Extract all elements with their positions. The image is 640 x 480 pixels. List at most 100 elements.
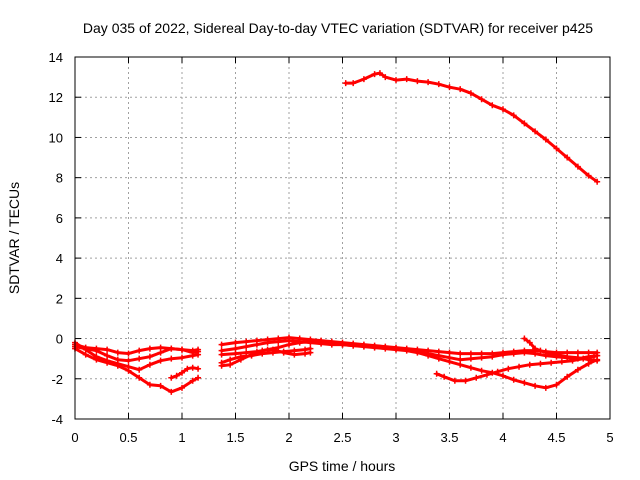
data-point [537, 360, 544, 367]
data-point [478, 96, 485, 103]
data-point [195, 374, 202, 381]
data-point [548, 359, 555, 366]
data-point [237, 353, 244, 360]
data-point [104, 352, 111, 359]
series-high-arc [344, 71, 599, 184]
data-point [526, 361, 533, 368]
plot-frame [74, 56, 611, 420]
data-point [218, 341, 225, 348]
data-point [500, 106, 506, 113]
data-point [467, 350, 474, 357]
data-point [227, 356, 234, 363]
data-point [403, 76, 410, 83]
data-point [195, 365, 202, 372]
y-tick-label: 10 [49, 130, 63, 145]
data-point [489, 353, 496, 360]
y-tick-label: 0 [56, 332, 63, 347]
x-tick-label: 0 [71, 430, 78, 445]
y-tick-label: 14 [49, 50, 63, 65]
data-point [553, 351, 560, 358]
x-tick-labels: 0 0.5 1 1.5 2 2.5 3 3.5 4 4.5 5 [71, 430, 613, 445]
data-point [532, 350, 539, 357]
data-point [342, 80, 349, 87]
data-point [179, 346, 185, 353]
data-point [553, 145, 560, 152]
x-tick-label: 2.5 [333, 430, 351, 445]
data-point [125, 367, 132, 374]
data-point [302, 346, 309, 353]
data-point [467, 90, 474, 97]
data-point [564, 373, 571, 380]
data-point [446, 349, 453, 356]
data-point [146, 381, 153, 388]
data-point [146, 361, 153, 368]
data-point [393, 77, 399, 84]
data-point [104, 359, 111, 366]
data-point [243, 343, 250, 350]
data-point [425, 79, 432, 86]
data-point [136, 366, 143, 373]
data-point [510, 112, 517, 119]
data-point [451, 377, 458, 384]
data-point [553, 381, 560, 388]
data-point [168, 345, 175, 352]
data-point [457, 86, 464, 93]
data-point [339, 341, 346, 348]
data-point [564, 353, 571, 360]
data-point [136, 355, 143, 362]
data-point [307, 345, 314, 352]
data-point [218, 359, 225, 366]
data-point [564, 154, 571, 161]
data-point [243, 338, 250, 345]
data-point [441, 373, 448, 380]
data-point [291, 347, 298, 354]
data-point [146, 353, 153, 360]
data-point [542, 384, 549, 391]
data-point [195, 351, 202, 358]
y-tick-label: -4 [51, 412, 63, 427]
data-point [114, 362, 121, 369]
data-point [253, 341, 260, 348]
y-tick-label: 8 [56, 171, 63, 186]
data-point [350, 80, 357, 87]
series-mid-5 [220, 347, 312, 365]
data-point [435, 355, 442, 362]
data-point [594, 357, 601, 364]
data-point [328, 340, 335, 347]
data-point [179, 354, 185, 361]
x-tick-label: 3.5 [440, 430, 458, 445]
data-point [157, 349, 164, 356]
x-tick-label: 1.5 [226, 430, 244, 445]
data-point [318, 339, 325, 346]
data-point [307, 338, 314, 345]
data-point [232, 345, 239, 352]
data-point [248, 352, 255, 359]
x-tick-label: 3 [392, 430, 399, 445]
data-point [114, 349, 121, 356]
data-point [146, 345, 153, 352]
data-point [382, 345, 389, 352]
data-point [521, 379, 528, 386]
data-point [136, 374, 143, 381]
data-point [414, 78, 421, 85]
data-point [532, 128, 539, 135]
data-point [168, 388, 175, 395]
data-point [446, 358, 453, 365]
data-point [227, 361, 234, 368]
data-point [125, 357, 132, 364]
x-tick-label: 2 [285, 430, 292, 445]
data-point [371, 344, 378, 351]
data-point [168, 355, 175, 362]
data-point [82, 346, 89, 353]
data-point [179, 369, 185, 376]
data-point [473, 374, 480, 381]
data-point [168, 374, 175, 381]
data-point [435, 81, 442, 88]
data-point [259, 350, 266, 357]
data-point [403, 347, 410, 354]
data-point [157, 344, 164, 351]
y-tick-labels: -4 -2 0 2 4 6 8 10 12 14 [49, 50, 63, 427]
data-point [360, 343, 367, 350]
data-point [360, 76, 367, 83]
data-point [478, 367, 485, 374]
